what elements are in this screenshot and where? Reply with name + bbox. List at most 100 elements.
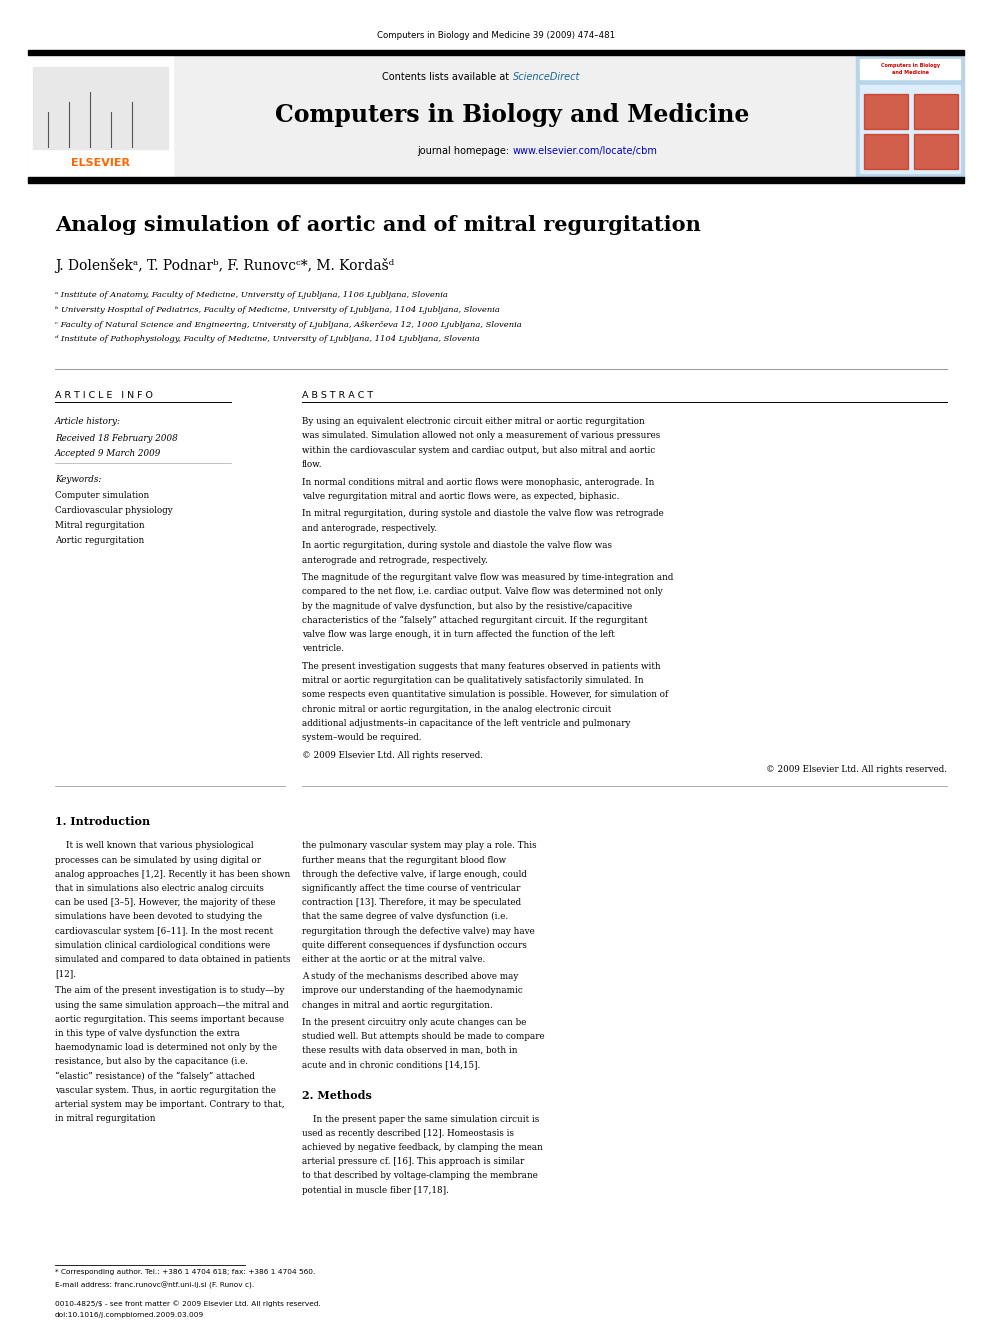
Text: Accepted 9 March 2009: Accepted 9 March 2009 xyxy=(55,450,162,458)
Text: www.elsevier.com/locate/cbm: www.elsevier.com/locate/cbm xyxy=(513,146,658,156)
Text: the pulmonary vascular system may play a role. This: the pulmonary vascular system may play a… xyxy=(302,841,537,851)
Bar xyxy=(914,134,958,169)
Bar xyxy=(33,67,168,149)
Bar xyxy=(28,177,964,183)
Text: ventricle.: ventricle. xyxy=(302,644,344,654)
Bar xyxy=(28,56,173,177)
Text: used as recently described [12]. Homeostasis is: used as recently described [12]. Homeost… xyxy=(302,1129,514,1138)
Text: Computers in Biology and Medicine: Computers in Biology and Medicine xyxy=(276,103,750,127)
Text: arterial system may be important. Contrary to that,: arterial system may be important. Contra… xyxy=(55,1099,285,1109)
Text: acute and in chronic conditions [14,15].: acute and in chronic conditions [14,15]. xyxy=(302,1060,480,1069)
Text: Cardiovascular physiology: Cardiovascular physiology xyxy=(55,505,173,515)
Text: either at the aortic or at the mitral valve.: either at the aortic or at the mitral va… xyxy=(302,955,485,964)
Text: A B S T R A C T: A B S T R A C T xyxy=(302,392,373,400)
Text: significantly affect the time course of ventricular: significantly affect the time course of … xyxy=(302,884,521,893)
Bar xyxy=(914,94,958,130)
Text: ᵃ Institute of Anatomy, Faculty of Medicine, University of Ljubljana, 1106 Ljubl: ᵃ Institute of Anatomy, Faculty of Medic… xyxy=(55,291,447,299)
Text: Received 18 February 2008: Received 18 February 2008 xyxy=(55,434,178,443)
Text: The magnitude of the regurgitant valve flow was measured by time-integration and: The magnitude of the regurgitant valve f… xyxy=(302,573,674,582)
Text: some respects even quantitative simulation is possible. However, for simulation : some respects even quantitative simulati… xyxy=(302,691,669,700)
Text: cardiovascular system [6–11]. In the most recent: cardiovascular system [6–11]. In the mos… xyxy=(55,926,273,935)
Text: 2. Methods: 2. Methods xyxy=(302,1090,372,1101)
Text: contraction [13]. Therefore, it may be speculated: contraction [13]. Therefore, it may be s… xyxy=(302,898,521,908)
Text: can be used [3–5]. However, the majority of these: can be used [3–5]. However, the majority… xyxy=(55,898,276,908)
Text: studied well. But attempts should be made to compare: studied well. But attempts should be mad… xyxy=(302,1032,545,1041)
Text: arterial pressure cf. [16]. This approach is similar: arterial pressure cf. [16]. This approac… xyxy=(302,1158,525,1166)
Text: © 2009 Elsevier Ltd. All rights reserved.: © 2009 Elsevier Ltd. All rights reserved… xyxy=(766,765,947,774)
Text: E-mail address: franc.runovc@ntf.uni-lj.si (F. Runov c).: E-mail address: franc.runovc@ntf.uni-lj.… xyxy=(55,1282,254,1289)
Text: Mitral regurgitation: Mitral regurgitation xyxy=(55,521,145,529)
Bar xyxy=(864,94,908,130)
Text: The present investigation suggests that many features observed in patients with: The present investigation suggests that … xyxy=(302,662,661,671)
Text: changes in mitral and aortic regurgitation.: changes in mitral and aortic regurgitati… xyxy=(302,1000,493,1009)
Text: “elastic” resistance) of the “falsely” attached: “elastic” resistance) of the “falsely” a… xyxy=(55,1072,255,1081)
Text: ᵈ Institute of Pathophysiology, Faculty of Medicine, University of Ljubljana, 11: ᵈ Institute of Pathophysiology, Faculty … xyxy=(55,336,480,344)
Text: through the defective valve, if large enough, could: through the defective valve, if large en… xyxy=(302,869,527,878)
Text: Analog simulation of aortic and of mitral regurgitation: Analog simulation of aortic and of mitra… xyxy=(55,216,701,235)
Text: Computers in Biology and Medicine 39 (2009) 474–481: Computers in Biology and Medicine 39 (20… xyxy=(377,30,615,40)
Text: In the present circuitry only acute changes can be: In the present circuitry only acute chan… xyxy=(302,1017,527,1027)
Text: In mitral regurgitation, during systole and diastole the valve flow was retrogra: In mitral regurgitation, during systole … xyxy=(302,509,664,519)
Text: By using an equivalent electronic circuit either mitral or aortic regurgitation: By using an equivalent electronic circui… xyxy=(302,417,645,426)
Text: * Corresponding author. Tel.: +386 1 4704 618; fax: +386 1 4704 560.: * Corresponding author. Tel.: +386 1 470… xyxy=(55,1269,315,1275)
Text: 1. Introduction: 1. Introduction xyxy=(55,816,150,827)
Bar xyxy=(856,56,964,177)
Text: haemodynamic load is determined not only by the: haemodynamic load is determined not only… xyxy=(55,1043,277,1052)
Text: that the same degree of valve dysfunction (i.e.: that the same degree of valve dysfunctio… xyxy=(302,913,508,921)
Text: aortic regurgitation. This seems important because: aortic regurgitation. This seems importa… xyxy=(55,1015,284,1024)
Bar xyxy=(28,50,964,56)
Text: Keywords:: Keywords: xyxy=(55,475,101,484)
Text: by the magnitude of valve dysfunction, but also by the resistive/capacitive: by the magnitude of valve dysfunction, b… xyxy=(302,602,632,611)
Text: analog approaches [1,2]. Recently it has been shown: analog approaches [1,2]. Recently it has… xyxy=(55,869,291,878)
Text: Contents lists available at: Contents lists available at xyxy=(382,71,513,82)
Text: simulations have been devoted to studying the: simulations have been devoted to studyin… xyxy=(55,913,262,921)
Text: system–would be required.: system–would be required. xyxy=(302,733,422,742)
Text: processes can be simulated by using digital or: processes can be simulated by using digi… xyxy=(55,856,261,864)
Text: compared to the net flow, i.e. cardiac output. Valve flow was determined not onl: compared to the net flow, i.e. cardiac o… xyxy=(302,587,663,597)
Text: was simulated. Simulation allowed not only a measurement of various pressures: was simulated. Simulation allowed not on… xyxy=(302,431,661,441)
Text: in this type of valve dysfunction the extra: in this type of valve dysfunction the ex… xyxy=(55,1029,240,1039)
Text: additional adjustments–in capacitance of the left ventricle and pulmonary: additional adjustments–in capacitance of… xyxy=(302,718,631,728)
Text: simulated and compared to data obtained in patients: simulated and compared to data obtained … xyxy=(55,955,291,964)
Text: further means that the regurgitant blood flow: further means that the regurgitant blood… xyxy=(302,856,506,864)
Text: In normal conditions mitral and aortic flows were monophasic, anterograde. In: In normal conditions mitral and aortic f… xyxy=(302,478,655,487)
Text: Computer simulation: Computer simulation xyxy=(55,491,149,500)
Text: using the same simulation approach—the mitral and: using the same simulation approach—the m… xyxy=(55,1000,289,1009)
Text: potential in muscle fiber [17,18].: potential in muscle fiber [17,18]. xyxy=(302,1185,448,1195)
Bar xyxy=(864,134,908,169)
Text: to that described by voltage-clamping the membrane: to that described by voltage-clamping th… xyxy=(302,1171,538,1180)
Text: A R T I C L E   I N F O: A R T I C L E I N F O xyxy=(55,392,153,400)
Text: and anterograde, respectively.: and anterograde, respectively. xyxy=(302,524,437,533)
Bar xyxy=(860,85,960,173)
Text: resistance, but also by the capacitance (i.e.: resistance, but also by the capacitance … xyxy=(55,1057,248,1066)
Text: It is well known that various physiological: It is well known that various physiologi… xyxy=(55,841,254,851)
Text: [12].: [12]. xyxy=(55,970,76,978)
Text: in mitral regurgitation: in mitral regurgitation xyxy=(55,1114,156,1123)
Text: Aortic regurgitation: Aortic regurgitation xyxy=(55,536,144,545)
Text: A study of the mechanisms described above may: A study of the mechanisms described abov… xyxy=(302,972,519,982)
Text: Computers in Biology: Computers in Biology xyxy=(881,64,939,69)
Text: Article history:: Article history: xyxy=(55,417,121,426)
Text: improve our understanding of the haemodynamic: improve our understanding of the haemody… xyxy=(302,987,523,995)
Text: In the present paper the same simulation circuit is: In the present paper the same simulation… xyxy=(302,1114,540,1123)
Text: and Medicine: and Medicine xyxy=(892,70,929,74)
Text: valve regurgitation mitral and aortic flows were, as expected, biphasic.: valve regurgitation mitral and aortic fl… xyxy=(302,492,619,500)
Text: mitral or aortic regurgitation can be qualitatively satisfactorily simulated. In: mitral or aortic regurgitation can be qu… xyxy=(302,676,644,685)
Text: ScienceDirect: ScienceDirect xyxy=(513,71,580,82)
Bar xyxy=(860,60,960,79)
Text: characteristics of the “falsely” attached regurgitant circuit. If the regurgitan: characteristics of the “falsely” attache… xyxy=(302,615,648,626)
Text: valve flow was large enough, it in turn affected the function of the left: valve flow was large enough, it in turn … xyxy=(302,630,615,639)
Text: regurgitation through the defective valve) may have: regurgitation through the defective valv… xyxy=(302,926,535,935)
Text: simulation clinical cardiological conditions were: simulation clinical cardiological condit… xyxy=(55,941,270,950)
Text: flow.: flow. xyxy=(302,460,322,468)
Text: J. Dolenšekᵃ, T. Podnarᵇ, F. Runovcᶜ*, M. Kordašᵈ: J. Dolenšekᵃ, T. Podnarᵇ, F. Runovcᶜ*, M… xyxy=(55,258,394,273)
Text: anterograde and retrograde, respectively.: anterograde and retrograde, respectively… xyxy=(302,556,488,565)
Text: that in simulations also electric analog circuits: that in simulations also electric analog… xyxy=(55,884,264,893)
Text: ELSEVIER: ELSEVIER xyxy=(71,157,130,168)
Text: In aortic regurgitation, during systole and diastole the valve flow was: In aortic regurgitation, during systole … xyxy=(302,541,612,550)
Text: within the cardiovascular system and cardiac output, but also mitral and aortic: within the cardiovascular system and car… xyxy=(302,446,656,455)
Text: 0010-4825/$ - see front matter © 2009 Elsevier Ltd. All rights reserved.: 0010-4825/$ - see front matter © 2009 El… xyxy=(55,1301,320,1307)
Text: chronic mitral or aortic regurgitation, in the analog electronic circuit: chronic mitral or aortic regurgitation, … xyxy=(302,705,611,713)
Text: ᶜ Faculty of Natural Science and Engineering, University of Ljubljana, Aškerčeva: ᶜ Faculty of Natural Science and Enginee… xyxy=(55,320,522,328)
Text: achieved by negative feedback, by clamping the mean: achieved by negative feedback, by clampi… xyxy=(302,1143,543,1152)
